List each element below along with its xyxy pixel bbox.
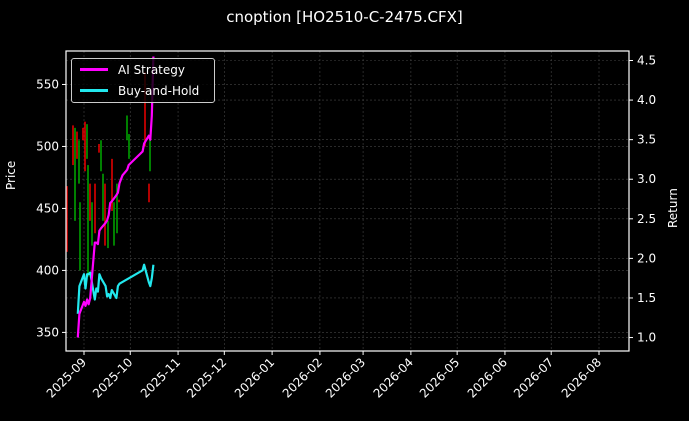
y-tick-label-right: 2.5 — [637, 212, 656, 226]
legend-label: Buy-and-Hold — [118, 83, 200, 98]
y-tick-label: 400 — [36, 263, 59, 277]
y-tick-label-right: 1.0 — [637, 331, 656, 345]
x-tick-label: 2025-12 — [184, 355, 229, 400]
y-axis-right-label: Return — [666, 188, 680, 228]
y-tick-label-right: 3.5 — [637, 133, 656, 147]
series-lines — [76, 56, 155, 338]
y-tick-label-right: 4.0 — [637, 93, 656, 107]
series-line-ai-strategy — [76, 56, 155, 338]
y-tick-label-right: 4.5 — [637, 53, 656, 67]
y-axis-left: 350 400 450 500 550 — [36, 77, 66, 339]
y-tick-label-right: 1.5 — [637, 291, 656, 305]
grid-lines — [66, 51, 629, 351]
y-tick-label-right: 2.0 — [637, 251, 656, 265]
y-tick-label: 450 — [36, 201, 59, 215]
x-tick-label: 2025-10 — [90, 355, 135, 400]
x-tick-label: 2026-02 — [280, 355, 325, 400]
y-axis-left-label: Price — [4, 160, 18, 190]
x-tick-label: 2026-06 — [465, 355, 510, 400]
legend-item-ai-strategy: AI Strategy — [72, 59, 214, 80]
x-tick-label: 2026-04 — [371, 355, 416, 400]
y-axis-right: 1.0 1.5 2.0 2.5 3.0 3.5 4.0 4.5 — [629, 53, 656, 345]
legend-swatch-magenta — [80, 68, 108, 71]
legend: AI Strategy Buy-and-Hold — [71, 58, 215, 103]
x-tick-label: 2026-01 — [232, 355, 277, 400]
legend-swatch-cyan — [80, 89, 108, 92]
y-tick-label: 500 — [36, 139, 59, 153]
x-tick-label: 2025-11 — [138, 355, 183, 400]
x-tick-label: 2026-03 — [323, 355, 368, 400]
x-tick-label: 2026-07 — [511, 355, 556, 400]
legend-label: AI Strategy — [118, 62, 185, 77]
x-tick-label: 2026-08 — [559, 355, 604, 400]
x-tick-label: 2026-05 — [417, 355, 462, 400]
y-tick-label: 350 — [36, 325, 59, 339]
series-line-buy-and-hold — [76, 263, 155, 314]
y-tick-label-right: 3.0 — [637, 172, 656, 186]
plot-frame — [65, 50, 630, 352]
chart-title: cnoption [HO2510-C-2475.CFX] — [226, 8, 463, 26]
x-tick-label: 2025-09 — [44, 355, 89, 400]
legend-item-buy-and-hold: Buy-and-Hold — [72, 80, 214, 101]
y-tick-label: 550 — [36, 77, 59, 91]
x-axis: 2025-09 2025-10 2025-11 2025-12 2026-01 2026-… — [44, 351, 604, 401]
